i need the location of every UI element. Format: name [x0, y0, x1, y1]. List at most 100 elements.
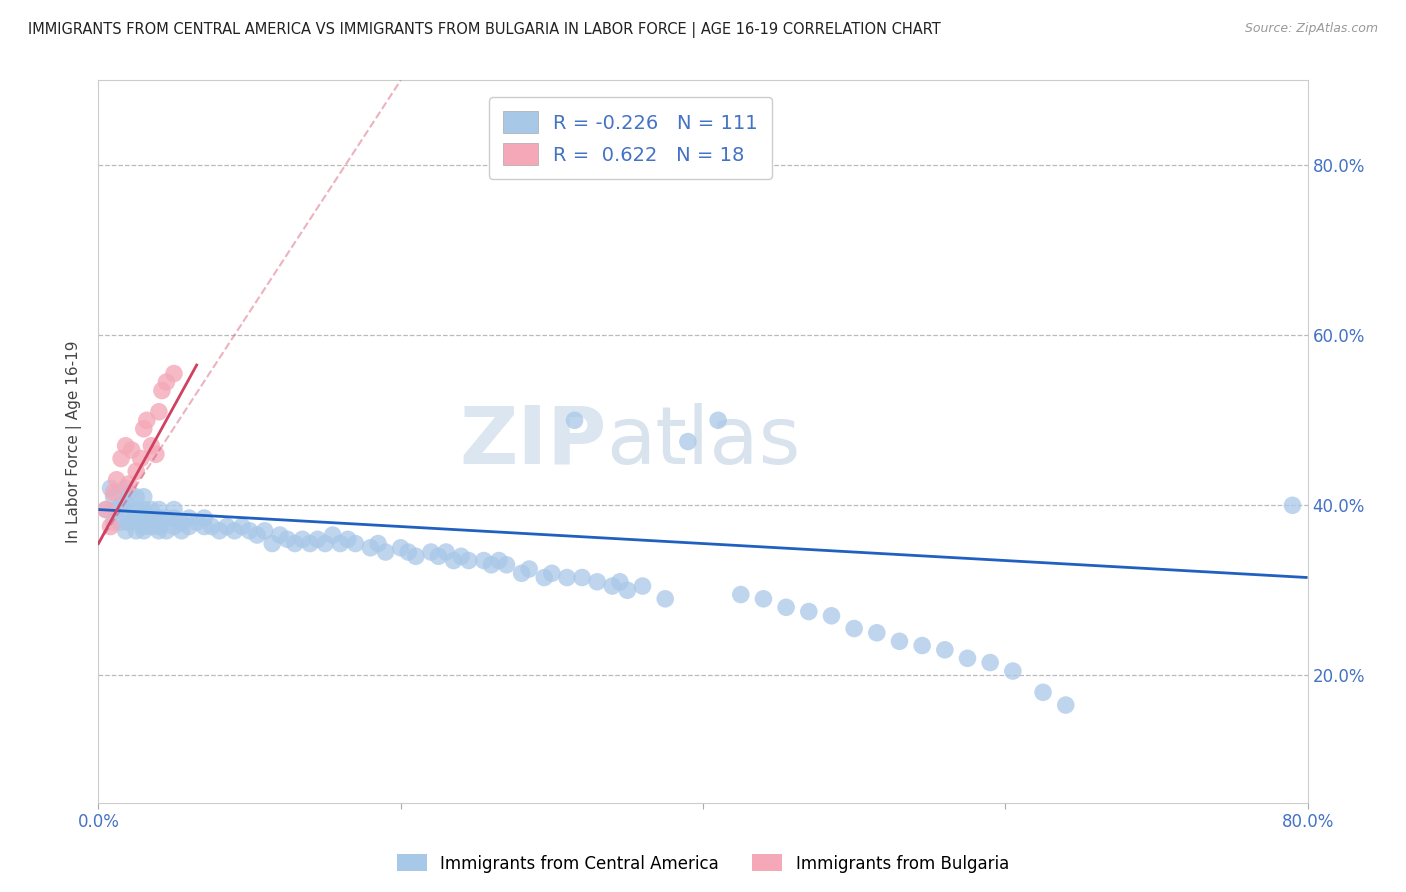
Point [586, 574, 609, 589]
Point [105, 502, 128, 516]
Point [540, 566, 562, 581]
Y-axis label: In Labor Force | Age 16-19: In Labor Force | Age 16-19 [66, 340, 83, 543]
Point [141, 519, 163, 533]
Text: atlas: atlas [606, 402, 800, 481]
Point [179, 511, 201, 525]
Point [215, 519, 238, 533]
Point [132, 507, 155, 521]
Point [121, 516, 143, 530]
Point [132, 490, 155, 504]
Point [314, 536, 336, 550]
Point [125, 511, 148, 525]
Point [1001, 664, 1024, 678]
Point [262, 536, 284, 550]
Point [1054, 698, 1077, 712]
Point [114, 502, 136, 516]
Point [564, 413, 586, 427]
Point [427, 549, 450, 564]
Point [155, 524, 177, 538]
Point [291, 533, 314, 547]
Point [125, 464, 148, 478]
Point [517, 562, 540, 576]
Point [307, 533, 329, 547]
Point [555, 570, 578, 584]
Point [155, 511, 177, 525]
Point [145, 447, 167, 461]
Point [148, 502, 170, 516]
Point [141, 439, 163, 453]
Point [602, 579, 624, 593]
Point [141, 511, 163, 525]
Point [631, 579, 654, 593]
Point [148, 524, 170, 538]
Point [1281, 498, 1303, 512]
Point [118, 516, 141, 530]
Point [844, 622, 866, 636]
Point [114, 481, 136, 495]
Point [132, 422, 155, 436]
Point [163, 511, 186, 525]
Text: Source: ZipAtlas.com: Source: ZipAtlas.com [1244, 22, 1378, 36]
Point [118, 498, 141, 512]
Point [141, 502, 163, 516]
Point [148, 405, 170, 419]
Point [911, 639, 934, 653]
Point [110, 516, 132, 530]
Point [472, 553, 495, 567]
Point [132, 524, 155, 538]
Point [179, 519, 201, 533]
Point [457, 553, 479, 567]
Point [163, 519, 186, 533]
Point [934, 642, 956, 657]
Point [125, 490, 148, 504]
Point [170, 516, 193, 530]
Legend: Immigrants from Central America, Immigrants from Bulgaria: Immigrants from Central America, Immigra… [391, 847, 1015, 880]
Point [114, 439, 136, 453]
Point [488, 553, 510, 567]
Point [103, 516, 125, 530]
Point [110, 451, 132, 466]
Point [135, 413, 157, 427]
Point [208, 524, 231, 538]
Point [889, 634, 911, 648]
Point [866, 625, 889, 640]
Point [100, 481, 122, 495]
Point [118, 485, 141, 500]
Point [956, 651, 979, 665]
Point [155, 375, 177, 389]
Point [299, 536, 322, 550]
Point [186, 516, 208, 530]
Point [193, 511, 215, 525]
Point [1032, 685, 1054, 699]
Point [979, 656, 1001, 670]
Point [533, 570, 555, 584]
Point [676, 434, 699, 449]
Point [132, 519, 155, 533]
Point [374, 545, 396, 559]
Point [148, 511, 170, 525]
Point [148, 519, 170, 533]
Point [284, 536, 307, 550]
Point [609, 574, 631, 589]
Point [820, 608, 842, 623]
Point [510, 566, 533, 581]
Point [360, 541, 382, 555]
Point [163, 367, 186, 381]
Point [193, 519, 215, 533]
Text: IMMIGRANTS FROM CENTRAL AMERICA VS IMMIGRANTS FROM BULGARIA IN LABOR FORCE | AGE: IMMIGRANTS FROM CENTRAL AMERICA VS IMMIG… [28, 22, 941, 38]
Point [405, 549, 427, 564]
Point [94, 502, 117, 516]
Point [163, 502, 186, 516]
Point [129, 451, 152, 466]
Text: ZIP: ZIP [458, 402, 606, 481]
Point [495, 558, 517, 572]
Point [239, 524, 262, 538]
Point [571, 570, 593, 584]
Point [420, 545, 443, 559]
Point [129, 516, 152, 530]
Point [246, 528, 269, 542]
Point [110, 498, 132, 512]
Point [118, 477, 141, 491]
Point [253, 524, 276, 538]
Point [125, 502, 148, 516]
